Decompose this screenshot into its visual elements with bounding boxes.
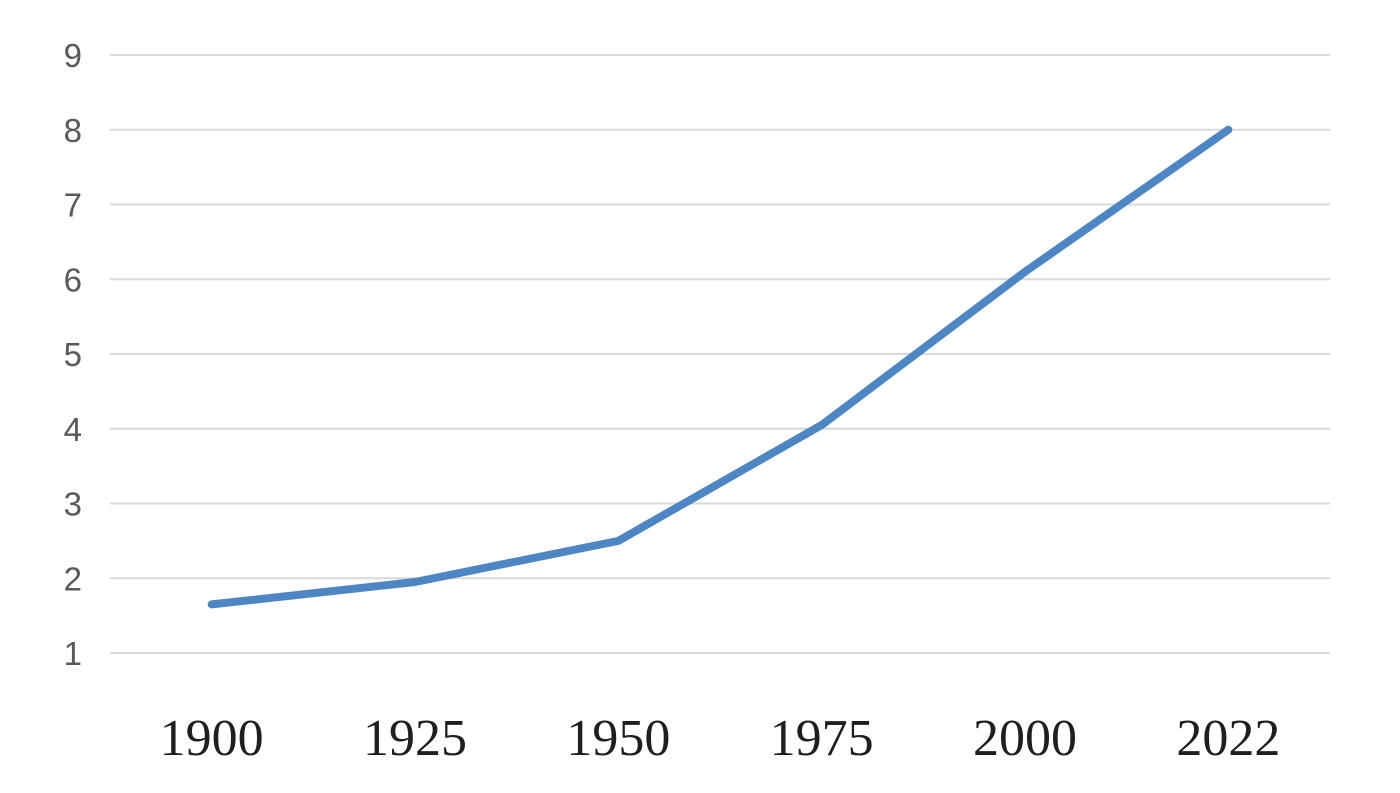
y-axis-tick-label: 7 bbox=[64, 187, 82, 224]
x-axis-tick-label: 1950 bbox=[566, 710, 670, 767]
y-axis-tick-label: 8 bbox=[64, 112, 82, 149]
y-axis-tick-label: 5 bbox=[64, 336, 82, 373]
x-axis-tick-label: 1900 bbox=[160, 710, 264, 767]
data-series-line bbox=[207, 125, 1233, 609]
y-axis-tick-label: 1 bbox=[64, 635, 82, 672]
x-axis-tick-label: 2000 bbox=[973, 710, 1077, 767]
y-axis-tick-label: 3 bbox=[64, 486, 82, 523]
y-axis-tick-label: 6 bbox=[64, 261, 82, 298]
x-axis-tick-label: 1925 bbox=[363, 710, 467, 767]
x-axis-tick-label: 2022 bbox=[1176, 710, 1280, 767]
y-axis-tick-label: 4 bbox=[64, 411, 82, 448]
x-axis-tick-label: 1975 bbox=[770, 710, 874, 767]
y-axis-tick-label: 9 bbox=[64, 37, 82, 74]
y-axis-tick-label: 2 bbox=[64, 560, 82, 597]
